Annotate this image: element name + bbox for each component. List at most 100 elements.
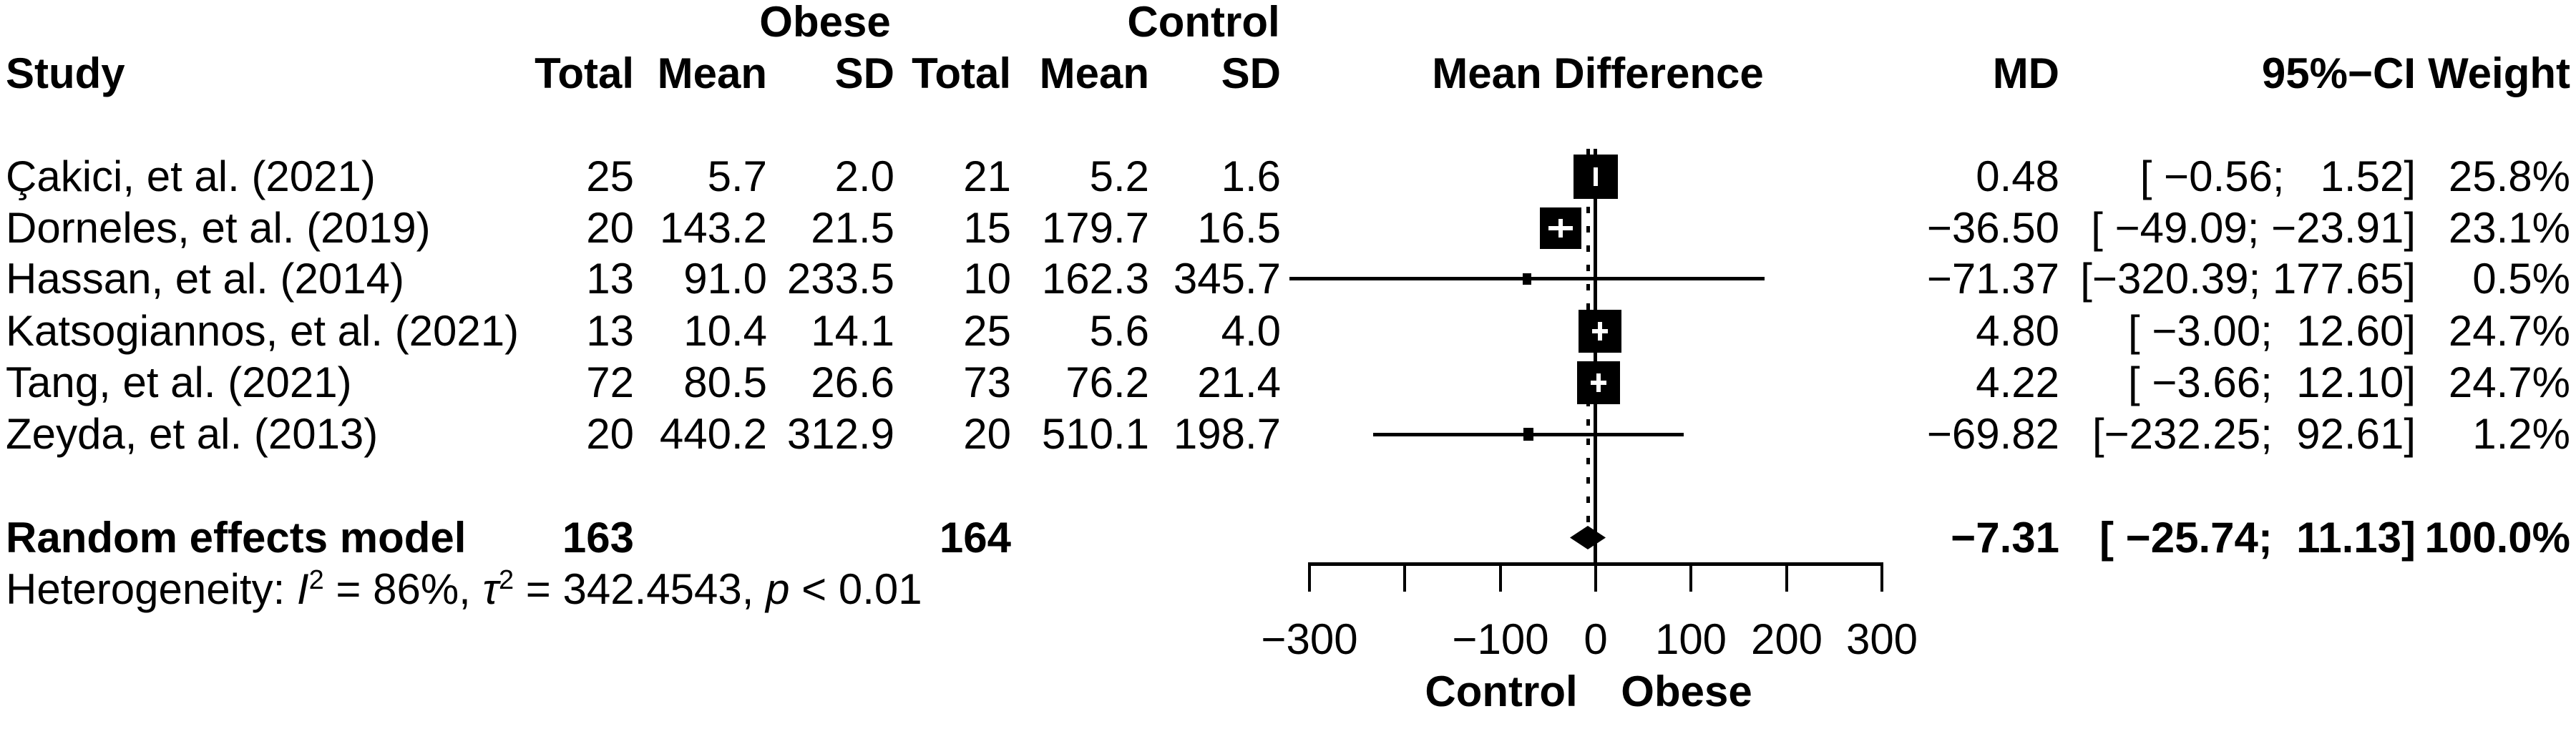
- control-total-value: 73: [963, 358, 1011, 406]
- tau-squared-symbol: τ: [482, 565, 499, 613]
- md-value: −69.82: [1926, 410, 2059, 458]
- summary-label: Random effects model: [6, 514, 467, 562]
- obese-total-value: 13: [586, 307, 634, 355]
- column-header-control-total: Total: [912, 49, 1011, 97]
- tau-squared-exponent: 2: [498, 565, 514, 595]
- x-axis-tick: [1499, 562, 1502, 592]
- obese-total-value: 25: [586, 152, 634, 200]
- control-sd-value: 1.6: [1221, 152, 1281, 200]
- column-header-mean-difference: Mean Difference: [1432, 49, 1764, 97]
- heterogeneity-i2-value: = 86%,: [323, 565, 483, 613]
- md-value: 4.80: [1976, 307, 2059, 355]
- summary-md-value: −7.31: [1951, 514, 2059, 562]
- summary-diamond: [1570, 526, 1606, 549]
- column-header-control-mean: Mean: [1039, 49, 1149, 97]
- zero-reference-line: [1594, 149, 1597, 564]
- ci-value: [ −49.09; −23.91]: [2091, 204, 2416, 252]
- obese-total-value: 13: [586, 255, 634, 303]
- x-tick-label: 200: [1750, 615, 1823, 663]
- column-header-md: MD: [1992, 49, 2059, 97]
- weight-value: 24.7%: [2448, 307, 2570, 355]
- obese-sd-value: 21.5: [811, 204, 894, 252]
- summary-obese-total: 163: [562, 514, 634, 562]
- obese-mean-value: 440.2: [659, 410, 767, 458]
- obese-total-value: 20: [586, 410, 634, 458]
- effect-marker-zeyda: [1523, 428, 1533, 441]
- control-total-value: 21: [963, 152, 1011, 200]
- axis-side-label-control: Control: [1425, 667, 1578, 715]
- control-sd-value: 4.0: [1221, 307, 1281, 355]
- column-header-obese-total: Total: [535, 49, 634, 97]
- point-estimate-tick: [1558, 219, 1563, 238]
- x-tick-label: 300: [1845, 615, 1918, 663]
- column-header-control-sd: SD: [1221, 49, 1281, 97]
- study-label: Hassan, et al. (2014): [6, 255, 404, 303]
- control-mean-value: 76.2: [1065, 358, 1149, 406]
- obese-sd-value: 2.0: [834, 152, 894, 200]
- x-axis-tick: [1880, 562, 1883, 592]
- point-estimate-tick: [1596, 373, 1601, 392]
- weight-value: 25.8%: [2448, 152, 2570, 200]
- ci-value: [−232.25; 92.61]: [2092, 410, 2416, 458]
- obese-mean-value: 10.4: [683, 307, 767, 355]
- column-header-obese-mean: Mean: [657, 49, 767, 97]
- point-estimate-tick: [1594, 167, 1598, 186]
- obese-mean-value: 80.5: [683, 358, 767, 406]
- heterogeneity-tau2-value: = 342.4543,: [514, 565, 766, 613]
- study-label: Çakici, et al. (2021): [6, 152, 376, 200]
- heterogeneity-p-value: < 0.01: [789, 565, 922, 613]
- column-header-study: Study: [6, 49, 125, 97]
- column-header-weight: Weight: [2428, 49, 2570, 97]
- control-total-value: 20: [963, 410, 1011, 458]
- column-header-obese-sd: SD: [834, 49, 894, 97]
- x-axis-tick: [1785, 562, 1788, 592]
- control-mean-value: 162.3: [1041, 255, 1149, 303]
- x-tick-label: 0: [1584, 615, 1608, 663]
- effect-square-tang: [1577, 361, 1620, 404]
- control-total-value: 10: [963, 255, 1011, 303]
- control-sd-value: 198.7: [1173, 410, 1281, 458]
- control-mean-value: 5.6: [1089, 307, 1149, 355]
- weight-value: 0.5%: [2472, 255, 2570, 303]
- x-axis-tick: [1403, 562, 1406, 592]
- ci-value: [ −3.66; 12.10]: [2128, 358, 2416, 406]
- obese-mean-value: 143.2: [659, 204, 767, 252]
- obese-sd-value: 14.1: [811, 307, 894, 355]
- x-axis-tick: [1689, 562, 1692, 592]
- control-total-value: 15: [963, 204, 1011, 252]
- heterogeneity-prefix: Heterogeneity:: [6, 565, 297, 613]
- ci-value: [−320.39; 177.65]: [2080, 255, 2416, 303]
- control-mean-value: 179.7: [1041, 204, 1149, 252]
- md-value: −36.50: [1926, 204, 2059, 252]
- weight-value: 24.7%: [2448, 358, 2570, 406]
- obese-sd-value: 26.6: [811, 358, 894, 406]
- x-tick-label: −300: [1261, 615, 1358, 663]
- summary-ci-value: [ −25.74; 11.13]: [2099, 514, 2416, 562]
- control-mean-value: 5.2: [1089, 152, 1149, 200]
- effect-square-cakici: [1574, 155, 1618, 199]
- x-axis-tick: [1594, 562, 1597, 592]
- control-mean-value: 510.1: [1041, 410, 1149, 458]
- obese-total-value: 72: [586, 358, 634, 406]
- control-sd-value: 345.7: [1173, 255, 1281, 303]
- x-axis-tick: [1308, 562, 1311, 592]
- weight-value: 23.1%: [2448, 204, 2570, 252]
- point-estimate-tick: [1598, 322, 1602, 341]
- ci-value: [ −0.56; 1.52]: [2140, 152, 2416, 200]
- ci-value: [ −3.00; 12.60]: [2128, 307, 2416, 355]
- obese-sd-value: 233.5: [786, 255, 894, 303]
- group-header-obese: Obese: [759, 0, 891, 46]
- md-value: 0.48: [1976, 152, 2059, 200]
- heterogeneity-text: Heterogeneity: I2 = 86%, τ2 = 342.4543, …: [6, 564, 922, 615]
- md-value: 4.22: [1976, 358, 2059, 406]
- group-header-control: Control: [1127, 0, 1280, 46]
- i-squared-exponent: 2: [308, 565, 324, 595]
- summary-control-total: 164: [939, 514, 1011, 562]
- study-label: Tang, et al. (2021): [6, 358, 352, 406]
- x-tick-label: 100: [1654, 615, 1727, 663]
- obese-mean-value: 91.0: [683, 255, 767, 303]
- obese-mean-value: 5.7: [707, 152, 767, 200]
- obese-total-value: 20: [586, 204, 634, 252]
- p-symbol: p: [766, 565, 790, 613]
